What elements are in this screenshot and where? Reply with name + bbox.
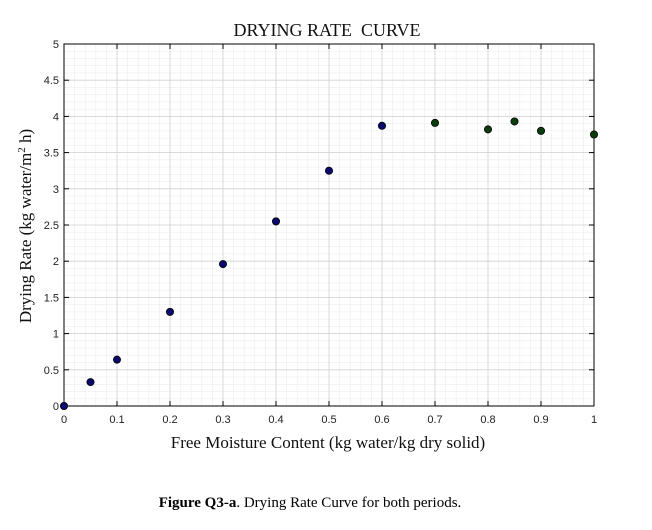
caption-text: . Drying Rate Curve for both periods. bbox=[236, 495, 462, 511]
x-ticks: 0 0.1 0.2 0.3 0.4 0.5 0.6 0.7 0.8 0.9 1 bbox=[61, 44, 597, 426]
x-tick-label: 0.7 bbox=[427, 414, 442, 426]
y-tick-label: 3.5 bbox=[44, 148, 59, 160]
x-tick-label: 1 bbox=[591, 414, 597, 426]
y-axis-label-main: Drying Rate (kg water/m bbox=[16, 153, 35, 323]
y-axis-label-superscript: 2 bbox=[16, 147, 28, 153]
y-tick-label: 4.5 bbox=[44, 75, 59, 87]
x-tick-label: 0.3 bbox=[215, 414, 230, 426]
y-axis-label-tail: h) bbox=[16, 129, 35, 147]
x-tick-label: 0.1 bbox=[109, 414, 124, 426]
y-tick-label: 4 bbox=[53, 111, 59, 123]
y-tick-label: 2 bbox=[53, 256, 59, 268]
figure-caption: Figure Q3-a. Drying Rate Curve for both … bbox=[0, 495, 620, 512]
data-point-constant-rate bbox=[430, 118, 439, 127]
data-points bbox=[60, 117, 599, 410]
data-point-constant-rate bbox=[483, 125, 492, 134]
y-tick-label: 3 bbox=[53, 184, 59, 196]
data-point-falling-rate bbox=[165, 307, 174, 316]
x-tick-label: 0.2 bbox=[162, 414, 177, 426]
y-tick-label: 0 bbox=[53, 401, 59, 413]
data-point-falling-rate bbox=[324, 166, 333, 175]
y-tick-label: 1.5 bbox=[44, 292, 59, 304]
data-point-falling-rate bbox=[377, 121, 386, 130]
data-point-constant-rate bbox=[537, 126, 546, 135]
data-point-falling-rate bbox=[271, 217, 280, 226]
x-tick-label: 0 bbox=[61, 414, 67, 426]
y-axis-label: Drying Rate (kg water/m2 h) bbox=[16, 129, 35, 323]
y-tick-label: 1 bbox=[53, 329, 59, 341]
x-tick-label: 0.8 bbox=[480, 414, 495, 426]
x-tick-label: 0.6 bbox=[374, 414, 389, 426]
y-tick-label: 5 bbox=[53, 39, 59, 51]
y-tick-label: 0.5 bbox=[44, 365, 59, 377]
y-tick-label: 2.5 bbox=[44, 220, 59, 232]
data-point-falling-rate bbox=[218, 260, 227, 269]
data-point-falling-rate bbox=[86, 378, 95, 387]
drying-rate-chart: 0 0.1 0.2 0.3 0.4 0.5 0.6 0.7 0.8 0.9 1 0 0.5 1 1.5 2 2… bbox=[16, 20, 599, 452]
data-point-falling-rate bbox=[113, 355, 122, 364]
y-ticks: 0 0.5 1 1.5 2 2.5 3 3.5 4 4.5 5 bbox=[44, 39, 594, 413]
data-point-falling-rate bbox=[60, 401, 69, 410]
x-tick-label: 0.9 bbox=[533, 414, 548, 426]
x-tick-label: 0.4 bbox=[268, 414, 283, 426]
chart-title: DRYING RATE CURVE bbox=[233, 20, 420, 40]
caption-label: Figure Q3-a bbox=[158, 495, 237, 511]
x-axis-label: Free Moisture Content (kg water/kg dry s… bbox=[171, 433, 485, 452]
data-point-constant-rate bbox=[510, 117, 519, 126]
x-tick-label: 0.5 bbox=[321, 414, 336, 426]
data-point-constant-rate bbox=[590, 130, 599, 139]
